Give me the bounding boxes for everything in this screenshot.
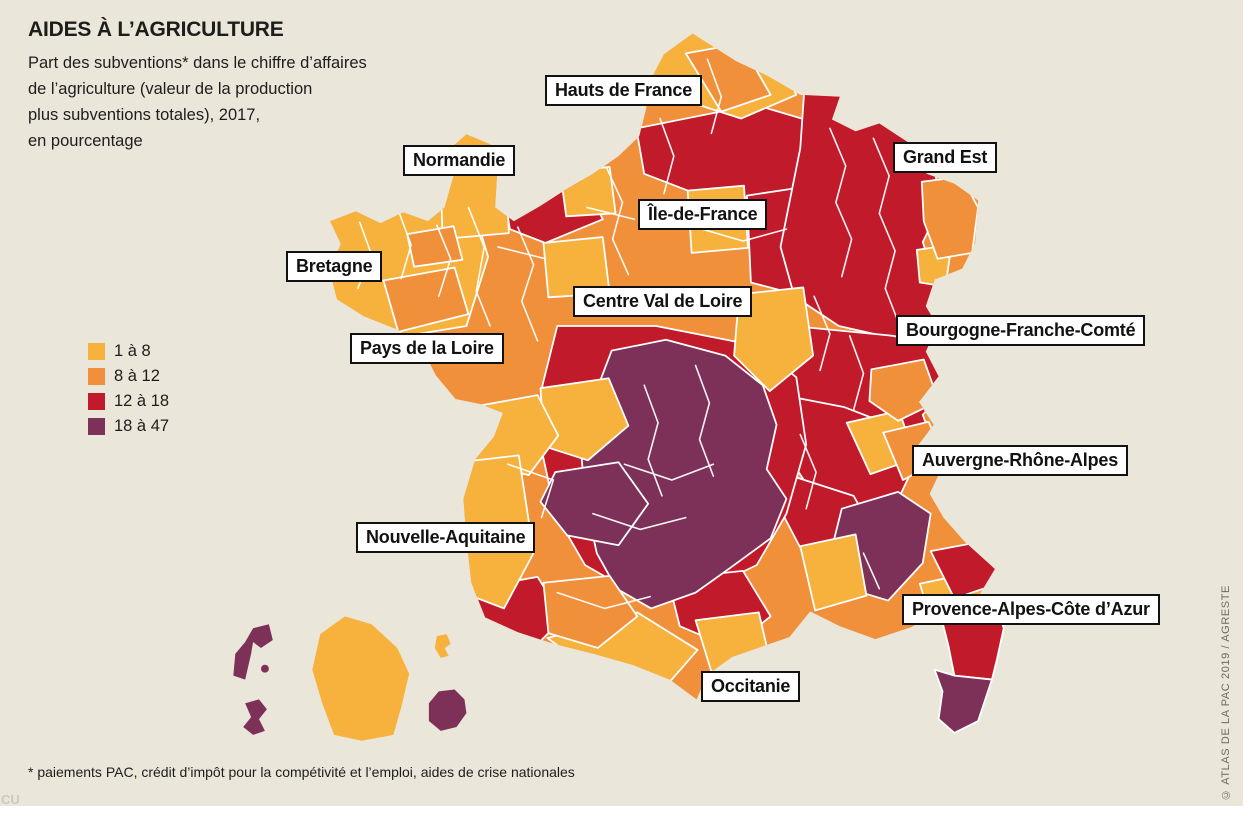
subtitle-line-3: plus subventions totales), 2017, xyxy=(28,106,261,124)
region-label-auvergne-rhone-alpes: Auvergne-Rhône-Alpes xyxy=(912,445,1129,476)
corner-watermark: CU xyxy=(1,792,20,806)
legend-row-1: 1 à 8 xyxy=(88,339,169,364)
legend-label-3: 12 à 18 xyxy=(114,392,170,410)
corsica-south xyxy=(933,668,993,734)
region-label-provence-alpes-cote-dazur: Provence-Alpes-Côte d’Azur xyxy=(902,594,1160,625)
page-title: AIDES À L’AGRICULTURE xyxy=(28,18,284,41)
legend-row-3: 12 à 18 xyxy=(88,389,169,414)
reunion xyxy=(428,689,467,731)
subtitle-line-1: Part des subventions* dans le chiffre d’… xyxy=(28,54,367,72)
dept-patch xyxy=(542,574,639,649)
title-block: AIDES À L’AGRICULTURE Part des subventio… xyxy=(28,18,448,154)
source-credit: © ATLAS DE LA PAC 2019 / AGRESTE xyxy=(1220,584,1232,800)
region-label-pays-de-la-loire: Pays de la Loire xyxy=(350,333,504,364)
region-label-hauts-de-france: Hauts de France xyxy=(545,75,703,106)
region-label-ile-de-france: Île-de-France xyxy=(638,199,768,230)
region-label-centre-val-de-loire: Centre Val de Loire xyxy=(573,286,753,317)
region-label-nouvelle-aquitaine: Nouvelle-Aquitaine xyxy=(356,522,536,553)
legend: 1 à 8 8 à 12 12 à 18 18 à 47 xyxy=(88,339,169,439)
region-label-bourgogne-franche-comte: Bourgogne-Franche-Comté xyxy=(896,315,1146,346)
martinique xyxy=(243,699,267,735)
dept-patch xyxy=(733,286,815,393)
legend-label-4: 18 à 47 xyxy=(114,417,170,435)
legend-swatch-red xyxy=(88,393,105,410)
guadeloupe-islet xyxy=(260,664,269,673)
overseas-territories xyxy=(233,616,467,741)
guyane xyxy=(312,616,410,741)
footnote: * paiements PAC, crédit d’impôt pour la … xyxy=(28,764,575,780)
subtitle-line-2: de l’agriculture (valeur de la productio… xyxy=(28,80,313,98)
legend-label-1: 1 à 8 xyxy=(114,342,151,360)
department-borders xyxy=(356,58,900,610)
region-label-occitanie: Occitanie xyxy=(701,671,801,702)
legend-swatch-orange xyxy=(88,368,105,385)
dept-patch xyxy=(559,166,617,218)
legend-swatch-yellow xyxy=(88,343,105,360)
mainland xyxy=(329,33,995,700)
legend-label-2: 8 à 12 xyxy=(114,367,160,385)
region-label-normandie: Normandie xyxy=(403,145,516,176)
region-label-grand-est: Grand Est xyxy=(893,142,998,173)
dept-patch xyxy=(406,225,464,268)
mayotte xyxy=(434,634,451,658)
dept-patch xyxy=(382,266,470,333)
legend-row-4: 18 à 47 xyxy=(88,414,169,439)
legend-row-2: 8 à 12 xyxy=(88,364,169,389)
region-label-bretagne: Bretagne xyxy=(286,251,383,282)
legend-swatch-purple xyxy=(88,418,105,435)
dept-patch xyxy=(799,533,868,612)
purple-zones xyxy=(539,338,932,610)
subtitle-line-4: en pourcentage xyxy=(28,132,143,150)
dept-patch xyxy=(539,461,650,547)
guadeloupe xyxy=(233,624,273,680)
